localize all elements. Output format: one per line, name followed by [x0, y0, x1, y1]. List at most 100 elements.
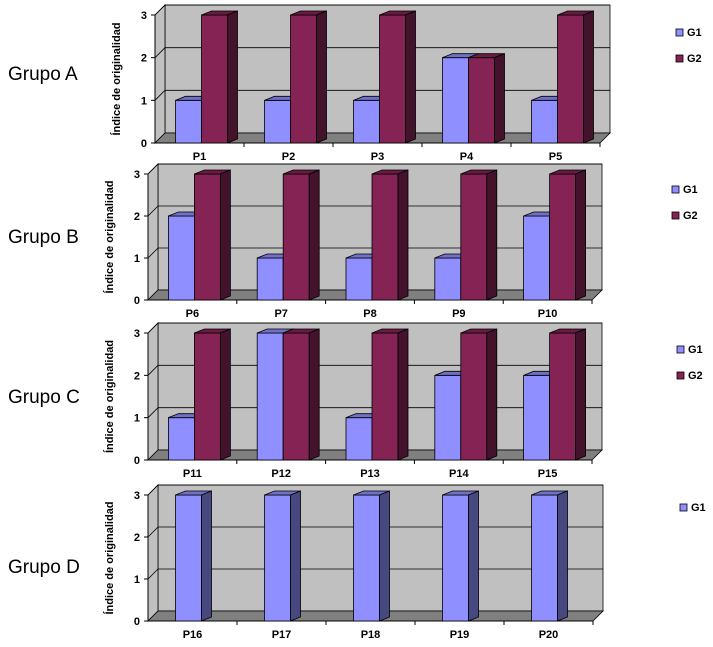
- legend-swatch-G1: [676, 345, 685, 354]
- bar-front: [434, 257, 462, 301]
- bar-front: [193, 173, 221, 301]
- x-tick-label: P17: [272, 629, 292, 641]
- bar-side: [397, 169, 409, 301]
- bar-side: [583, 10, 594, 144]
- plot-side-wall: [147, 163, 159, 301]
- y-axis-label: Índice de originalidad: [103, 501, 116, 614]
- bar-G2-P12: [282, 328, 320, 461]
- bar-G2-P7: [282, 169, 320, 301]
- plot-side-wall: [154, 4, 166, 144]
- bar-front: [434, 374, 462, 461]
- x-tick-label: P9: [452, 308, 465, 320]
- x-tick-label: P18: [361, 629, 381, 641]
- bar-front: [264, 99, 291, 144]
- bar-front: [549, 173, 576, 301]
- legend-label: G1: [687, 27, 702, 39]
- bar-front: [282, 332, 310, 461]
- bar-G2-P6: [193, 169, 231, 301]
- legend-label: G2: [683, 210, 698, 222]
- bar-side: [308, 328, 320, 461]
- y-tick-label: 3: [134, 328, 140, 340]
- y-tick-label: 2: [141, 53, 147, 65]
- bar-front: [201, 14, 228, 144]
- legend-swatch-G2: [671, 211, 680, 220]
- gridline: [147, 247, 602, 259]
- y-tick-label: 1: [134, 574, 140, 586]
- bar-front: [468, 57, 495, 144]
- gridline: [147, 163, 602, 175]
- bar-front: [353, 494, 380, 622]
- x-tick-label: P11: [183, 468, 202, 480]
- legend-swatch-G2: [676, 371, 685, 380]
- gridline: [154, 47, 610, 58]
- x-tick-label: P10: [538, 308, 558, 320]
- chart-3: 0 1 2 3 Índice de originalidad Grupo D P16 P17 P…: [8, 484, 706, 641]
- legend-label: G2: [688, 370, 703, 382]
- bar-side: [227, 10, 238, 144]
- bar-front: [345, 257, 373, 301]
- group-label: Grupo B: [8, 227, 79, 248]
- gridline: [147, 205, 602, 217]
- gridline: [147, 484, 603, 496]
- bar-side: [486, 169, 498, 301]
- bar-front: [531, 494, 558, 622]
- x-tick-label: P8: [363, 308, 376, 320]
- legend-label: G1: [688, 344, 703, 356]
- bar-side: [219, 169, 231, 301]
- y-tick-label: 0: [134, 295, 140, 307]
- y-tick-label: 2: [134, 211, 140, 223]
- bar-front: [371, 173, 399, 301]
- bar-front: [353, 99, 380, 144]
- y-tick-label: 2: [134, 532, 140, 544]
- group-label: Grupo D: [8, 557, 80, 578]
- bar-G2-P15: [549, 328, 586, 461]
- bar-front: [167, 215, 195, 301]
- bar-front: [290, 14, 317, 144]
- bar-front: [193, 332, 221, 461]
- x-tick-label: P7: [274, 308, 287, 320]
- bar-front: [460, 332, 488, 461]
- bar-G1-P16: [175, 490, 212, 622]
- x-tick-label: P14: [449, 468, 469, 480]
- y-tick-label: 3: [134, 169, 140, 181]
- chart-2: 0 1 2 3 Índice de originalidad Grupo C P11 P12 P…: [8, 322, 703, 480]
- legend-label: G1: [683, 184, 698, 196]
- bar-G2-P4: [468, 53, 505, 144]
- bar-front: [442, 494, 469, 622]
- x-tick-label: P15: [538, 468, 558, 480]
- bar-G2-P8: [371, 169, 409, 301]
- group-label: Grupo C: [8, 387, 80, 408]
- bar-G1-P20: [531, 490, 568, 622]
- bar-front: [282, 173, 310, 301]
- legend-swatch-G1: [675, 28, 684, 37]
- bar-side: [486, 328, 498, 461]
- plot-side-wall: [147, 322, 159, 461]
- x-tick-label: P12: [271, 468, 291, 480]
- y-tick-label: 1: [134, 413, 140, 425]
- bar-front: [442, 57, 469, 144]
- bar-side: [316, 10, 327, 144]
- legend-swatch-G2: [675, 54, 684, 63]
- bar-side: [575, 328, 586, 461]
- bar-G2-P3: [379, 10, 416, 144]
- y-axis-label: Índice de originalidad: [110, 22, 123, 135]
- bar-G1-P18: [353, 490, 390, 622]
- x-tick-label: P3: [371, 151, 384, 163]
- y-tick-label: 1: [134, 253, 140, 265]
- y-tick-label: 3: [134, 490, 140, 502]
- y-tick-label: 0: [134, 616, 140, 628]
- x-tick-label: P2: [282, 151, 295, 163]
- x-tick-label: P6: [186, 308, 199, 320]
- bar-side: [405, 10, 416, 144]
- bar-side: [308, 169, 320, 301]
- bar-front: [549, 332, 576, 461]
- bar-front: [167, 417, 195, 461]
- y-axis-label: Índice de originalidad: [103, 180, 116, 293]
- bar-front: [379, 14, 406, 144]
- bar-G2-P5: [557, 10, 594, 144]
- bar-G2-P10: [549, 169, 586, 301]
- bar-side: [290, 490, 301, 622]
- bar-side: [201, 490, 212, 622]
- y-tick-label: 0: [141, 138, 147, 150]
- bar-front: [256, 257, 284, 301]
